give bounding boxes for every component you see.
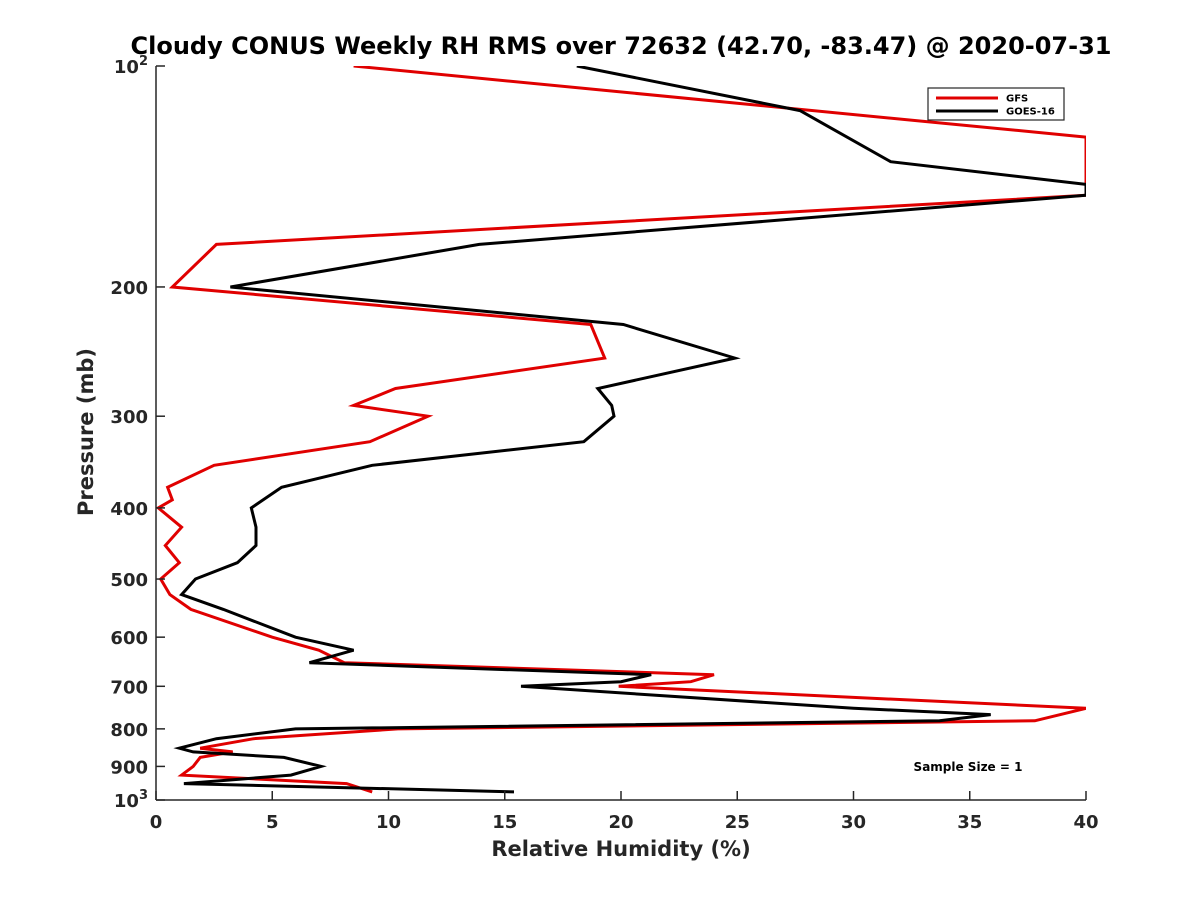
y-tick-label: 700	[110, 677, 148, 698]
x-tick-label: 10	[376, 812, 401, 833]
y-tick-label: 103	[114, 788, 148, 812]
x-tick-label: 30	[841, 812, 866, 833]
y-tick-label: 800	[110, 720, 148, 741]
x-tick-label: 5	[266, 812, 279, 833]
y-tick-label: 102	[114, 54, 148, 78]
x-axis-label: Relative Humidity (%)	[491, 837, 750, 861]
y-tick-label: 600	[110, 628, 148, 649]
x-tick-label: 20	[608, 812, 633, 833]
x-tick-label: 0	[150, 812, 163, 833]
y-tick-label: 500	[110, 570, 148, 591]
legend-box	[927, 87, 1065, 121]
y-axis-label: Pressure (mb)	[74, 348, 98, 516]
legend-entry-label: GFS	[1006, 94, 1028, 105]
x-tick-label: 15	[492, 812, 517, 833]
y-tick-label: 400	[110, 499, 148, 520]
chart-title: Cloudy CONUS Weekly RH RMS over 72632 (4…	[131, 32, 1112, 60]
y-tick-label: 900	[110, 757, 148, 778]
legend-entry-label: GOES-16	[1006, 107, 1055, 118]
x-tick-label: 35	[957, 812, 982, 833]
series-line-gfs	[156, 66, 1086, 794]
x-tick-label: 25	[725, 812, 750, 833]
y-tick-label: 300	[110, 407, 148, 428]
series-line-goes-16	[173, 66, 1086, 794]
sample-size-annotation: Sample Size = 1	[914, 760, 1023, 774]
legend: GFS GOES-16	[927, 87, 1065, 121]
y-tick-label: 200	[110, 278, 148, 299]
x-tick-label: 40	[1073, 812, 1098, 833]
plot-area: 0 5 10 15 20 25 30 35 40 102 200 300 400 500 600 700 800…	[110, 54, 1098, 833]
